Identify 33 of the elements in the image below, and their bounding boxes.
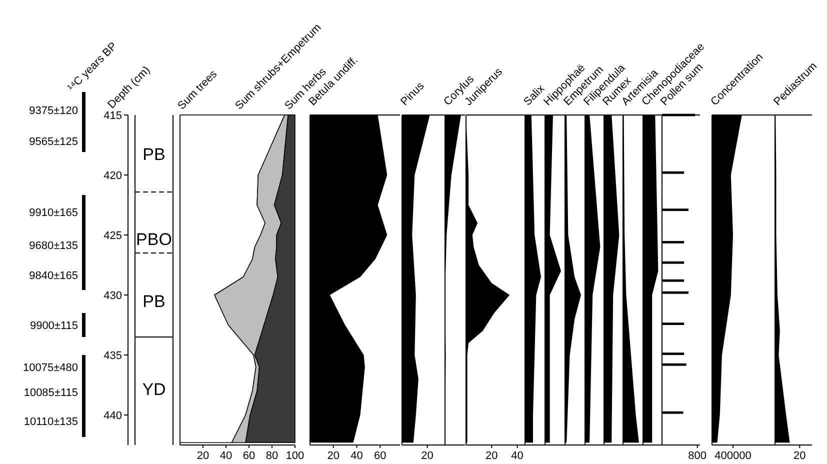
x-tick-label: 100	[286, 450, 304, 462]
y-tick-label: 440	[104, 410, 122, 422]
x-tick-label: 60	[242, 450, 256, 462]
x-tick-label: 60	[374, 450, 386, 462]
text: 10085±115	[24, 387, 78, 399]
x-tick-label: 800	[688, 450, 707, 462]
text: 9680±135	[29, 240, 78, 252]
y-tick-label: 435	[104, 350, 122, 362]
text: 9375±120	[29, 105, 78, 117]
x-tick-label: 40	[220, 450, 232, 462]
text: PB	[142, 292, 166, 311]
y-tick-label: 415	[104, 110, 122, 122]
text: 9910±165	[29, 207, 78, 219]
text: 10110±135	[24, 416, 78, 428]
x-tick-label: 20	[327, 450, 340, 462]
y-tick-label: 425	[104, 230, 122, 242]
text: PB	[142, 145, 166, 164]
text: 9900±115	[30, 320, 78, 332]
text: PBO	[136, 230, 172, 249]
x-tick-label: 20	[196, 450, 210, 462]
x-tick-label: 20	[486, 450, 498, 462]
x-tick-label: 20	[421, 450, 434, 462]
y-tick-label: 420	[104, 170, 122, 182]
x-tick-label: 80	[266, 450, 278, 462]
text: 10075±480	[23, 362, 78, 374]
y-tick-label: 430	[104, 290, 122, 302]
text: 9565±125	[29, 136, 78, 148]
x-tick-label: 20	[794, 450, 806, 462]
x-tick-label: 40	[511, 450, 524, 462]
text: 9840±165	[29, 270, 78, 282]
text: YD	[142, 380, 166, 399]
x-tick-label: 400000	[714, 450, 752, 462]
x-tick-label: 40	[350, 450, 363, 462]
